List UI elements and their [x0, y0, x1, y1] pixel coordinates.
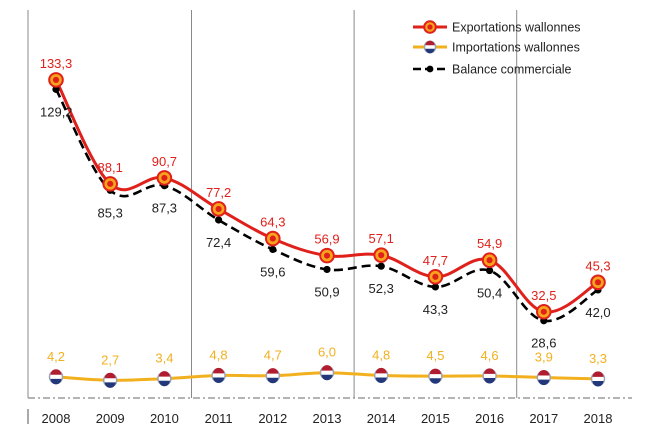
legend-balance-marker-icon — [426, 65, 434, 73]
export-value-label: 90,7 — [152, 154, 177, 169]
import-marker — [482, 368, 497, 384]
balance-marker — [431, 283, 439, 291]
import-value-label: 3,3 — [589, 351, 607, 366]
export-marker — [373, 247, 390, 263]
import-marker — [536, 369, 552, 386]
legend-import-marker-icon — [423, 40, 437, 54]
x-tick-label: 2013 — [313, 411, 342, 426]
export-value-label: 56,9 — [314, 232, 339, 247]
legend: Exportations wallonnes Importations wallo… — [413, 20, 581, 77]
import-marker — [590, 371, 606, 387]
export-marker — [590, 274, 606, 291]
balance-value-label: 52,3 — [369, 281, 394, 296]
import-value-label: 4,8 — [210, 347, 228, 362]
import-value-label: 6,0 — [318, 345, 336, 360]
balance-value-label: 50,4 — [477, 286, 502, 301]
export-value-label: 57,1 — [369, 231, 394, 246]
legend-label: Balance commerciale — [452, 63, 572, 77]
balance-value-label: 50,9 — [314, 284, 339, 299]
import-marker — [157, 371, 172, 387]
x-axis: 2008 2009 2010 2011 2012 2013 2014 2015 2016 2017… — [27, 397, 632, 426]
balance-marker — [215, 216, 223, 224]
import-marker — [48, 369, 64, 385]
export-marker — [427, 268, 444, 285]
export-marker — [536, 303, 552, 320]
series-layer: 133,3 88,1 90,7 77,2 64,3 56,9 57,1 47,7 54,9 32,… — [40, 56, 611, 388]
import-value-label: 3,4 — [155, 351, 173, 366]
balance-value-label: 72,4 — [206, 235, 231, 250]
export-value-label: 45,3 — [585, 258, 610, 273]
import-value-label: 4,8 — [372, 347, 390, 362]
grid-lines — [27, 10, 518, 398]
import-value-label: 4,2 — [47, 349, 65, 364]
export-value-label: 77,2 — [206, 185, 231, 200]
import-marker — [373, 367, 389, 384]
export-value-label: 54,9 — [477, 236, 502, 251]
import-value-label: 4,6 — [481, 348, 499, 363]
import-marker — [428, 368, 443, 384]
export-marker — [319, 247, 335, 264]
balance-marker — [377, 262, 385, 270]
balance-value-label: 87,3 — [152, 201, 177, 216]
x-tick-label: 2016 — [475, 411, 504, 426]
x-tick-label: 2017 — [529, 411, 558, 426]
import-marker — [265, 368, 281, 384]
x-tick-label: 2011 — [205, 411, 233, 426]
import-marker — [102, 372, 118, 388]
x-tick-label: 2012 — [258, 411, 287, 426]
export-value-label: 133,3 — [40, 56, 73, 71]
balance-value-label: 59,6 — [260, 264, 285, 279]
x-tick-label: 2009 — [96, 411, 125, 426]
legend-export-marker-icon — [423, 20, 437, 34]
balance-value-label: 85,3 — [98, 205, 123, 220]
export-marker — [48, 72, 64, 88]
import-value-label: 3,9 — [535, 350, 553, 365]
x-tick-label: 2010 — [150, 411, 179, 426]
balance-value-label: 129,2 — [40, 104, 73, 119]
balance-marker — [486, 266, 494, 275]
export-value-label: 64,3 — [260, 215, 285, 230]
import-marker — [211, 367, 226, 384]
legend-label: Exportations wallonnes — [452, 21, 581, 35]
import-value-label: 4,5 — [426, 348, 444, 363]
export-marker — [210, 201, 227, 217]
export-marker — [265, 230, 281, 247]
x-tick-label: 2015 — [421, 411, 450, 426]
x-tick-label: 2018 — [584, 411, 613, 426]
export-marker — [481, 252, 498, 269]
x-tick-label: 2008 — [42, 411, 71, 426]
export-marker — [102, 176, 118, 192]
import-value-label: 2,7 — [101, 352, 119, 367]
legend-label: Importations wallonnes — [452, 41, 580, 55]
import-marker — [319, 365, 335, 381]
balance-value-label: 28,6 — [531, 336, 556, 351]
balance-marker — [269, 245, 277, 254]
export-value-label: 47,7 — [423, 253, 448, 268]
import-value-label: 4,7 — [264, 348, 282, 363]
balance-marker — [323, 265, 331, 274]
balance-marker — [52, 85, 60, 93]
legend-item: Importations wallonnes — [413, 41, 580, 55]
legend-item: Balance commerciale — [413, 63, 572, 77]
x-tick-label: 2014 — [367, 411, 396, 426]
export-value-label: 88,1 — [98, 160, 123, 175]
balance-value-label: 43,3 — [423, 302, 448, 317]
balance-value-label: 42,0 — [585, 305, 610, 320]
export-value-label: 32,5 — [531, 288, 556, 303]
legend-item: Exportations wallonnes — [413, 20, 581, 35]
export-marker — [156, 170, 173, 186]
